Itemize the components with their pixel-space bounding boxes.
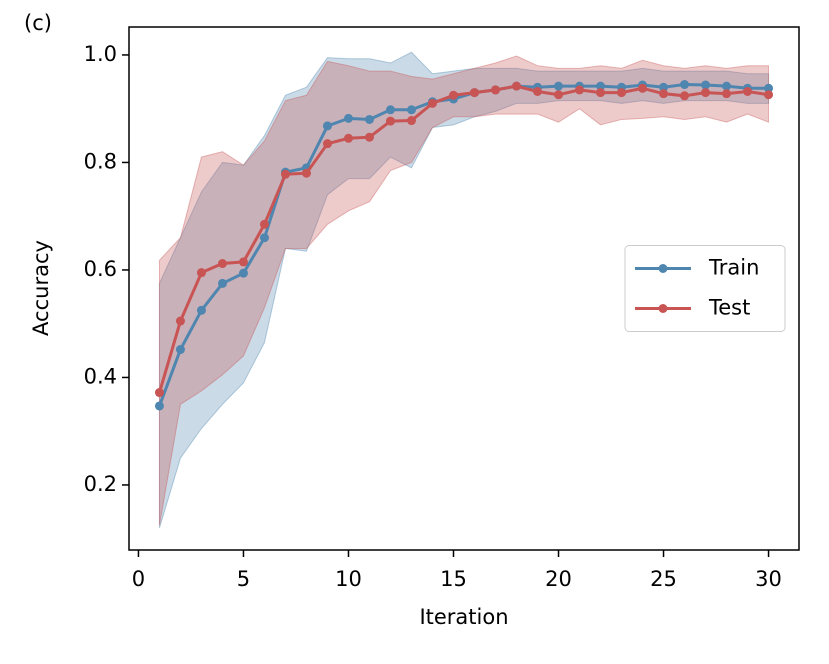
y-tick-label: 0.4 — [84, 364, 117, 388]
data-point — [280, 169, 290, 179]
x-tick-label: 30 — [755, 567, 782, 591]
data-point — [385, 105, 395, 115]
data-point — [491, 85, 501, 95]
data-point — [427, 98, 437, 108]
legend-box — [624, 245, 786, 332]
data-point — [764, 83, 774, 93]
y-tick-label: 0.8 — [84, 149, 117, 173]
data-point — [596, 81, 606, 91]
data-point — [743, 87, 753, 97]
data-point — [406, 105, 416, 115]
data-point — [533, 87, 543, 97]
legend-label: Test — [708, 296, 750, 320]
panel-label: (c) — [24, 11, 52, 35]
data-point — [154, 388, 164, 398]
data-point — [217, 278, 227, 288]
data-point — [617, 88, 627, 98]
y-tick-label: 0.2 — [84, 472, 117, 496]
data-point — [659, 82, 669, 92]
data-point — [364, 114, 374, 124]
legend-marker — [658, 264, 668, 273]
data-point — [701, 88, 711, 98]
data-point — [554, 81, 564, 91]
x-tick-label: 20 — [545, 567, 572, 591]
data-point — [554, 90, 564, 100]
data-point — [680, 80, 690, 90]
data-point — [638, 83, 648, 93]
data-point — [322, 139, 332, 149]
data-point — [722, 81, 732, 91]
data-point — [701, 80, 711, 90]
data-point — [343, 133, 353, 143]
plot-frame — [128, 26, 800, 551]
data-point — [175, 316, 185, 326]
data-point — [196, 268, 206, 278]
data-point — [343, 113, 353, 123]
data-point — [175, 345, 185, 355]
data-point — [448, 90, 458, 100]
data-point — [722, 89, 732, 99]
data-point — [259, 233, 269, 243]
data-point — [238, 257, 248, 267]
x-tick-label: 10 — [335, 567, 362, 591]
x-tick-label: 25 — [650, 567, 677, 591]
data-point — [596, 88, 606, 98]
x-tick-label: 5 — [237, 567, 250, 591]
y-tick-label: 0.6 — [84, 257, 117, 281]
data-point — [470, 88, 480, 98]
x-axis-label: Iteration — [419, 605, 508, 629]
data-point — [322, 121, 332, 131]
x-tick-label: 0 — [132, 567, 145, 591]
data-point — [301, 168, 311, 178]
data-point — [512, 81, 522, 91]
confidence-band — [158, 55, 770, 526]
data-point — [238, 268, 248, 278]
data-point — [154, 401, 164, 411]
data-point — [385, 116, 395, 126]
data-point — [659, 89, 669, 99]
data-point — [217, 259, 227, 269]
y-tick-label: 1.0 — [84, 42, 117, 66]
legend-label: Train — [708, 256, 759, 280]
data-point — [575, 85, 585, 95]
data-point — [196, 305, 206, 315]
data-point — [764, 90, 774, 100]
data-point — [364, 132, 374, 142]
y-axis-label: Accuracy — [29, 240, 53, 336]
data-point — [259, 219, 269, 229]
confidence-band — [158, 51, 770, 529]
data-point — [680, 91, 690, 101]
legend: Train Test — [624, 245, 786, 332]
x-tick-label: 15 — [440, 567, 467, 591]
data-point — [406, 116, 416, 126]
legend-marker — [658, 304, 668, 313]
